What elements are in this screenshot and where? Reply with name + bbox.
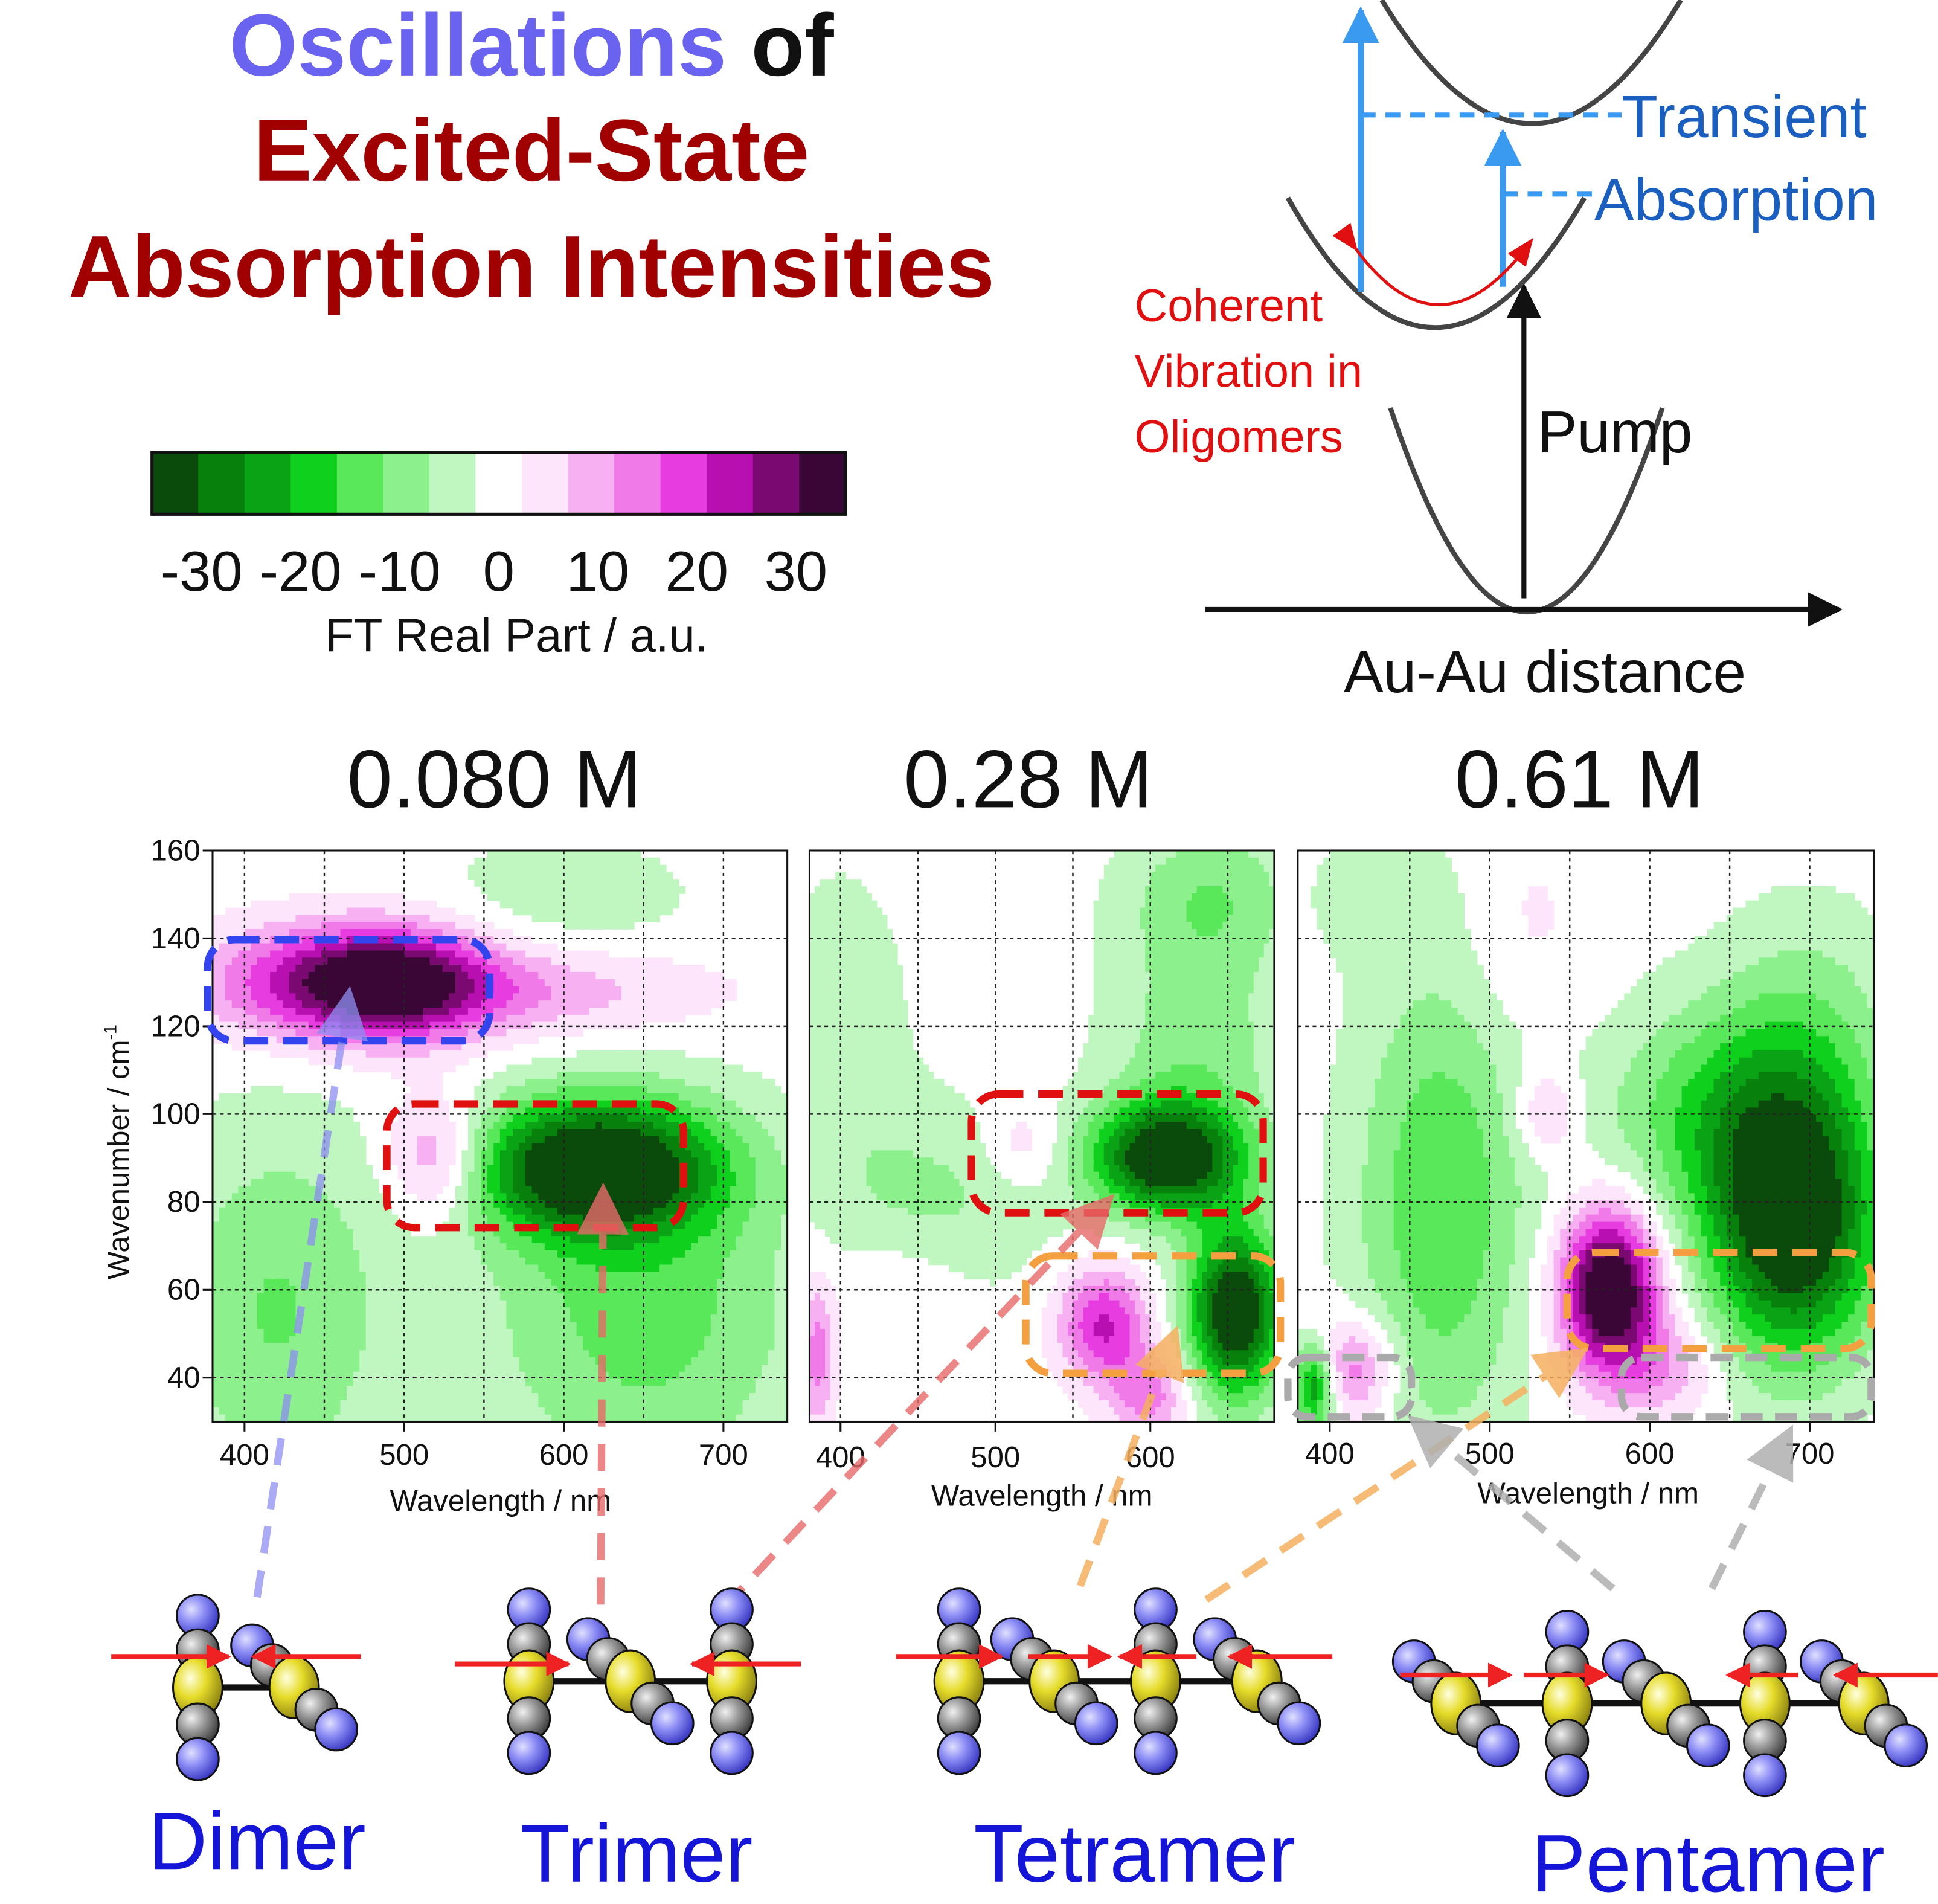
figure: Oscillations of Excited-State Absorption… [0,0,1938,1904]
